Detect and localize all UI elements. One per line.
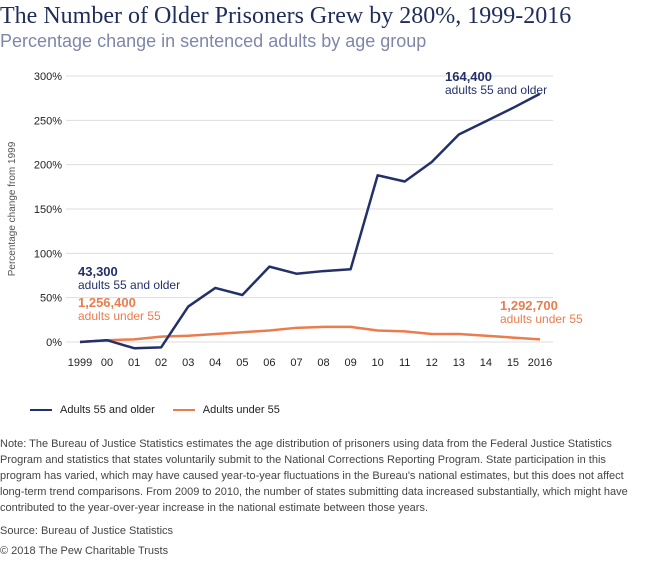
x-tick-label: 02 bbox=[155, 357, 167, 369]
x-tick-label: 14 bbox=[480, 357, 492, 369]
chart-title: The Number of Older Prisoners Grew by 28… bbox=[0, 3, 572, 29]
x-tick-label: 04 bbox=[209, 357, 221, 369]
y-tick-label: 100% bbox=[34, 248, 62, 260]
legend-swatch bbox=[30, 409, 52, 412]
y-tick-label: 50% bbox=[40, 293, 62, 305]
x-tick-label: 01 bbox=[128, 357, 140, 369]
x-tick-label: 00 bbox=[101, 357, 113, 369]
annotation-text: adults 55 and older bbox=[445, 83, 547, 97]
x-tick-label: 06 bbox=[263, 357, 275, 369]
annotation-value: 1,256,400 bbox=[78, 295, 136, 310]
y-tick-label: 300% bbox=[34, 71, 62, 83]
source: Source: Bureau of Justice Statistics bbox=[0, 525, 174, 537]
annotation-value: 164,400 bbox=[445, 69, 492, 84]
annotation-value: 43,300 bbox=[78, 264, 118, 279]
note: Note: The Bureau of Justice Statistics e… bbox=[0, 438, 628, 514]
annotation-text: adults under 55 bbox=[78, 309, 161, 323]
x-tick-label: 03 bbox=[182, 357, 194, 369]
copyright: © 2018 The Pew Charitable Trusts bbox=[0, 545, 169, 557]
y-axis-label: Percentage change from 1999 bbox=[7, 141, 18, 276]
y-tick-label: 150% bbox=[34, 204, 62, 216]
series-line-under-55 bbox=[79, 325, 541, 344]
legend-item-older: Adults 55 and older bbox=[30, 404, 155, 416]
y-tick-label: 200% bbox=[34, 160, 62, 172]
legend-label: Adults 55 and older bbox=[60, 404, 155, 416]
x-tick-label: 2016 bbox=[528, 357, 552, 369]
x-tick-label: 07 bbox=[290, 357, 302, 369]
x-tick-label: 12 bbox=[426, 357, 438, 369]
annotation-value: 1,292,700 bbox=[500, 298, 558, 313]
annotation-text: adults under 55 bbox=[500, 312, 583, 326]
x-tick-label: 13 bbox=[453, 357, 465, 369]
y-tick-label: 0% bbox=[46, 337, 62, 349]
x-tick-label: 15 bbox=[507, 357, 519, 369]
x-tick-label: 11 bbox=[399, 357, 410, 369]
x-tick-label: 10 bbox=[372, 357, 384, 369]
series-line-55-and-older bbox=[79, 92, 541, 350]
chart-subtitle: Percentage change in sentenced adults by… bbox=[0, 31, 427, 51]
x-tick-label: 1999 bbox=[68, 357, 92, 369]
x-tick-label: 05 bbox=[236, 357, 248, 369]
legend: Adults 55 and older Adults under 55 bbox=[30, 404, 280, 416]
legend-item-under: Adults under 55 bbox=[172, 404, 280, 416]
legend-swatch bbox=[172, 409, 195, 412]
x-tick-label: 09 bbox=[344, 357, 356, 369]
legend-label: Adults under 55 bbox=[202, 404, 280, 416]
annotation-text: adults 55 and older bbox=[78, 278, 180, 292]
x-tick-label: 08 bbox=[317, 357, 329, 369]
line-chart: 0% 50% 100% 150% 200% 250% 300% 1999 00 01 02 03 04 0… bbox=[7, 69, 583, 369]
y-tick-label: 250% bbox=[34, 115, 62, 127]
